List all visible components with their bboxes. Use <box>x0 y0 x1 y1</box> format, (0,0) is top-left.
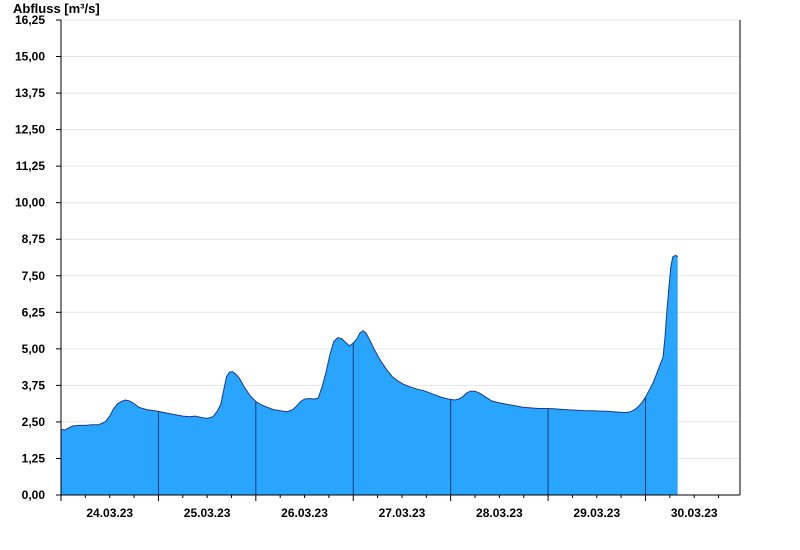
discharge-line <box>60 254 678 431</box>
x-date-label: 29.03.23 <box>573 506 620 520</box>
x-date-label: 24.03.23 <box>86 506 133 520</box>
x-date-label: 30.03.23 <box>671 506 718 520</box>
x-date-label: 25.03.23 <box>184 506 231 520</box>
x-date-label: 28.03.23 <box>476 506 523 520</box>
y-tick-label: 13,75 <box>15 86 45 100</box>
y-tick-label: 5,00 <box>22 342 46 356</box>
y-axis-title: Abfluss [m³/s] <box>13 1 100 16</box>
y-tick-label: 12,50 <box>15 123 45 137</box>
y-tick-label: 0,00 <box>22 488 46 502</box>
grid-lines <box>61 19 740 459</box>
y-tick-label: 10,00 <box>15 196 45 210</box>
y-tick-label: 1,25 <box>22 451 46 465</box>
day-separators <box>157 343 647 495</box>
y-tick-label: 16,25 <box>15 13 45 27</box>
y-tick-label: 2,50 <box>22 415 46 429</box>
y-axis-ticks: 0,00 1,25 2,50 3,75 5,00 6,25 7,50 8,75 10,00 11,… <box>15 13 61 502</box>
y-tick-label: 3,75 <box>22 378 46 392</box>
y-tick-label: 7,50 <box>22 269 46 283</box>
axes <box>60 20 741 496</box>
discharge-fill <box>61 255 678 495</box>
x-date-label: 26.03.23 <box>281 506 328 520</box>
y-tick-label: 11,25 <box>16 159 46 173</box>
discharge-area <box>60 254 678 495</box>
y-tick-label: 15,00 <box>15 50 45 64</box>
y-tick-label: 8,75 <box>22 232 46 246</box>
x-date-label: 27.03.23 <box>379 506 426 520</box>
x-axis-ticks: 24.03.23 25.03.23 26.03.23 27.03.23 28.03.23… <box>60 495 720 520</box>
y-tick-label: 6,25 <box>22 305 46 319</box>
